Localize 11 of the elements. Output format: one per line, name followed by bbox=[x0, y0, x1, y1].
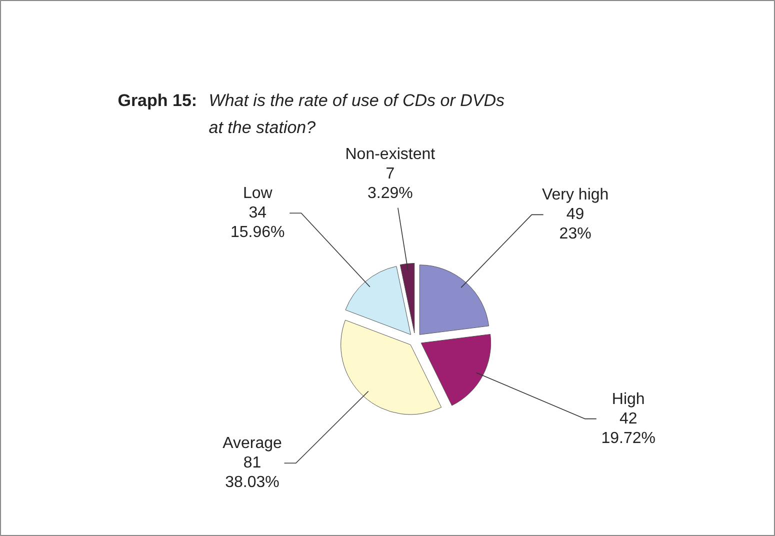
data-label: 42 19.72% bbox=[601, 410, 656, 447]
data-label: 7 3.29% bbox=[367, 165, 413, 202]
slice-label: Low bbox=[242, 185, 273, 202]
slice-label: Non-existent bbox=[345, 146, 436, 163]
slice-label: Very high bbox=[542, 186, 609, 204]
chart-title: Graph 15: What is the rate of use of CDs or DVDs at the station? bbox=[118, 90, 505, 137]
data-label: 81 38.03% bbox=[225, 454, 280, 492]
data-label: 34 15.96% bbox=[230, 204, 285, 242]
slice-label: High bbox=[612, 390, 645, 408]
slice-label: Average bbox=[222, 435, 282, 452]
data-label: 49 23% bbox=[559, 206, 592, 243]
